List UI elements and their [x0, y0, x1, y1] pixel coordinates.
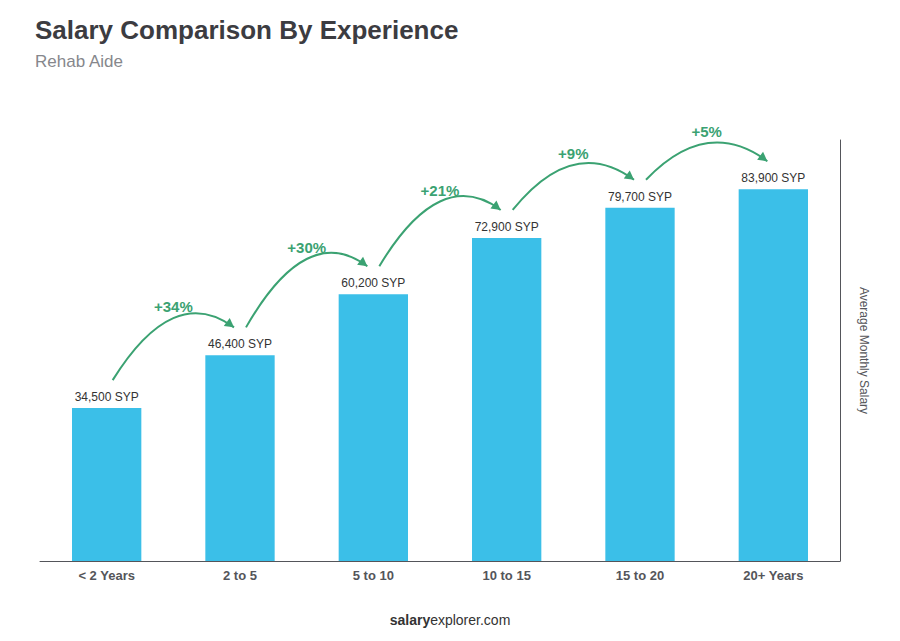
svg-text:34,500 SYP: 34,500 SYP [75, 390, 139, 404]
svg-text:20+ Years: 20+ Years [743, 568, 803, 583]
svg-text:2 to 5: 2 to 5 [223, 568, 257, 583]
svg-text:+21%: +21% [421, 182, 460, 199]
svg-text:72,900 SYP: 72,900 SYP [475, 220, 539, 234]
svg-text:+30%: +30% [287, 239, 326, 256]
svg-text:5 to 10: 5 to 10 [353, 568, 394, 583]
svg-text:< 2 Years: < 2 Years [78, 568, 135, 583]
svg-text:+5%: +5% [691, 123, 721, 140]
svg-text:salary: salary [390, 612, 431, 628]
svg-text:Average Monthly Salary: Average Monthly Salary [857, 287, 871, 414]
svg-text:10 to 15: 10 to 15 [482, 568, 530, 583]
svg-text:83,900 SYP: 83,900 SYP [741, 171, 805, 185]
svg-text:+34%: +34% [154, 298, 193, 315]
svg-text:explorer.com: explorer.com [430, 612, 510, 628]
svg-text:79,700 SYP: 79,700 SYP [608, 190, 672, 204]
svg-text:Rehab Aide: Rehab Aide [35, 52, 123, 71]
svg-text:+9%: +9% [558, 145, 588, 162]
svg-text:15 to 20: 15 to 20 [616, 568, 664, 583]
svg-text:Salary Comparison By Experienc: Salary Comparison By Experience [35, 15, 458, 45]
svg-text:46,400 SYP: 46,400 SYP [208, 337, 272, 351]
svg-text:60,200 SYP: 60,200 SYP [341, 276, 405, 290]
